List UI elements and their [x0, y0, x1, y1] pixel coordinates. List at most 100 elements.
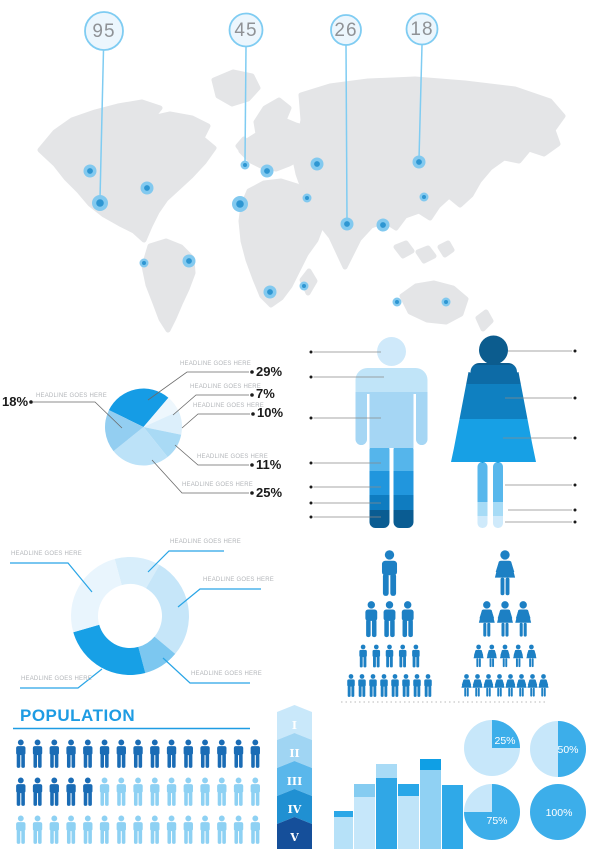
- donut-seg-2: [146, 564, 189, 654]
- population-person-icon: [66, 739, 76, 768]
- pyramid-woman-icon: [497, 601, 513, 637]
- population-person-icon: [183, 777, 193, 806]
- map-africa: [238, 178, 325, 308]
- percent-circle-100: [530, 784, 586, 840]
- pyramid-man-icon: [383, 601, 396, 638]
- level-label-5: V: [290, 831, 299, 844]
- population-person-icon: [83, 815, 93, 844]
- bar: [376, 764, 397, 849]
- population-grid: [16, 739, 260, 844]
- pie-slice-10: [143, 411, 182, 435]
- population-person-icon: [200, 815, 210, 844]
- pie-callout-dots: [29, 370, 255, 495]
- map-island-3: [437, 240, 455, 258]
- map-new-zealand: [475, 309, 494, 332]
- donut-headline-3: HEADLINE GOES HERE: [191, 671, 262, 677]
- population-person-icon: [32, 739, 43, 768]
- pie-slice-25: [113, 427, 168, 466]
- donut-seg-3: [138, 636, 176, 673]
- pyramid-female: [461, 550, 549, 697]
- population-person-icon: [49, 739, 59, 768]
- pyramid-man-icon: [359, 644, 367, 668]
- population-person-icon: [32, 815, 43, 844]
- population-person-icon: [183, 815, 193, 844]
- map-south-america: [141, 238, 196, 333]
- pyramid-man-icon: [412, 644, 420, 668]
- world-map: [37, 69, 566, 333]
- pie-chart: [105, 388, 182, 466]
- level-label-3: III: [286, 775, 303, 788]
- pie-headline-11: HEADLINE GOES HERE: [197, 454, 268, 460]
- population-person-icon: [116, 739, 126, 768]
- pyramid-male: [347, 550, 432, 697]
- population-person-icon: [99, 815, 110, 844]
- level-chevron-5: [277, 817, 312, 849]
- pie-slice-29: [108, 388, 169, 427]
- pyramid-woman-icon: [499, 644, 511, 668]
- figure-callout-lines: [313, 350, 572, 523]
- population-person-icon: [150, 739, 160, 768]
- pyramid-man-icon: [413, 674, 421, 697]
- donut-chart: [70, 556, 189, 676]
- female-figure: [451, 335, 536, 528]
- pyramid-woman-icon: [472, 674, 483, 697]
- level-chevron-2: [277, 733, 312, 768]
- pie-value-11: 11%: [256, 457, 282, 472]
- map-north-america: [37, 99, 217, 243]
- map-callout-value-45: 45: [234, 20, 258, 41]
- pyramid-woman-icon: [538, 674, 549, 697]
- pyramid-woman-icon: [483, 674, 494, 697]
- population-person-icon: [116, 815, 126, 844]
- population-person-icon: [116, 777, 126, 806]
- percent-label-100: 100%: [545, 807, 573, 819]
- pyramid-woman-icon: [505, 674, 516, 697]
- population-person-icon: [150, 777, 160, 806]
- pie-headline-10: HEADLINE GOES HERE: [193, 403, 264, 409]
- map-asia: [292, 76, 566, 270]
- pyramid-man-icon: [385, 644, 394, 668]
- pyramid-man-icon: [401, 601, 414, 638]
- population-person-icon: [233, 777, 244, 806]
- map-uk: [235, 136, 253, 157]
- donut-headline-1: HEADLINE GOES HERE: [170, 539, 241, 545]
- pyramid-man-icon: [398, 644, 407, 668]
- map-callout-lines: [99, 44, 423, 221]
- donut-headline-2: HEADLINE GOES HERE: [203, 577, 274, 583]
- population-person-icon: [133, 777, 143, 806]
- pyramid-man-icon: [372, 644, 381, 668]
- population-title: POPULATION: [20, 706, 136, 725]
- pyramid-man-icon: [358, 674, 366, 697]
- map-greenland: [211, 69, 261, 107]
- population-person-icon: [233, 815, 244, 844]
- figure-callout-dots: [309, 349, 577, 524]
- pie-value-29: 29%: [256, 364, 283, 379]
- map-callout-value-18: 18: [410, 19, 434, 40]
- pyramid-woman-icon: [494, 674, 505, 697]
- level-label-4: IV: [287, 803, 302, 816]
- population-person-icon: [133, 815, 143, 844]
- bar: [398, 784, 419, 849]
- pie-slice-7: [143, 397, 179, 427]
- population-person-icon: [66, 777, 76, 806]
- map-island-1: [393, 240, 415, 259]
- population-person-icon: [83, 739, 93, 768]
- pyramid-woman-icon: [516, 674, 527, 697]
- pyramid-woman-icon: [513, 644, 524, 668]
- donut-callout-lines: [10, 550, 261, 689]
- population-person-icon: [16, 777, 26, 806]
- pyramid-woman-icon: [527, 674, 538, 697]
- donut-headline-4: HEADLINE GOES HERE: [21, 676, 92, 682]
- pyramid-man-icon: [424, 674, 432, 697]
- pyramid-man-icon: [380, 674, 388, 697]
- pyramid-man-icon: [369, 674, 377, 697]
- map-callout-circles: [84, 11, 439, 51]
- male-figure: [355, 337, 428, 528]
- pyramid-man-icon: [365, 601, 378, 638]
- level-chevron-3: [277, 761, 312, 796]
- pyramid-woman-icon: [515, 601, 532, 637]
- pyramid-woman-icon: [473, 644, 484, 668]
- bar: [354, 784, 375, 849]
- population-person-icon: [16, 739, 26, 768]
- population-person-icon: [166, 739, 177, 768]
